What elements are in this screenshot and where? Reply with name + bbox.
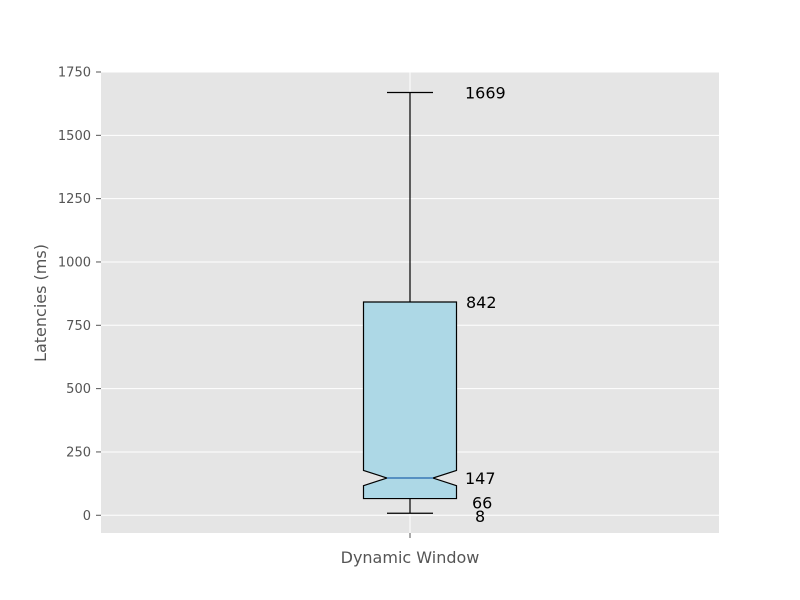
box-marks [362, 91, 458, 514]
value-annotation: 1669 [465, 84, 506, 103]
box-body [362, 301, 458, 500]
y-tick-label: 0 [83, 509, 91, 524]
value-annotation: 842 [466, 293, 497, 312]
value-annotation: 147 [465, 469, 496, 488]
y-tick-label: 750 [66, 319, 91, 334]
y-tick-label: 1500 [58, 129, 91, 144]
y-tick-label: 1250 [58, 192, 91, 207]
y-tick-label: 500 [66, 382, 91, 397]
x-tick-label: Dynamic Window [341, 548, 480, 567]
y-axis-label: Latencies (ms) [31, 244, 50, 362]
value-annotation: 66 [472, 494, 492, 513]
y-tick-label: 1000 [58, 255, 91, 270]
y-tick-label: 1750 [58, 66, 91, 81]
axes: 0 250 500 750 1000 1250 1500 1750 Dynamic Window [58, 66, 479, 568]
y-tick-label: 250 [66, 445, 91, 460]
annotations: 1669 842 147 668 [465, 84, 506, 527]
value-annotation: 8 [475, 507, 485, 526]
